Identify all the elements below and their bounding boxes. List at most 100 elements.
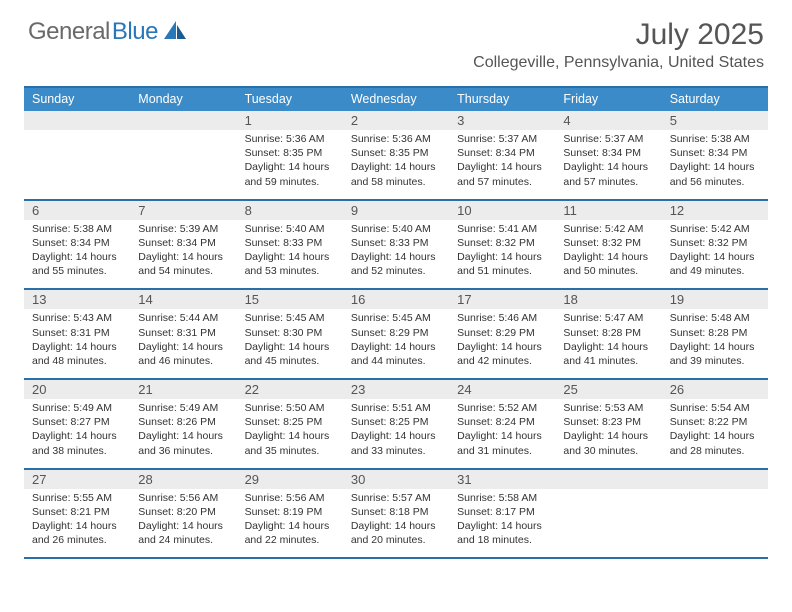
day-cell: Sunrise: 5:58 AMSunset: 8:17 PMDaylight:…: [449, 489, 555, 558]
daylight-text: Daylight: 14 hours and 52 minutes.: [351, 250, 443, 278]
dow-monday: Monday: [130, 88, 236, 111]
day-cell: Sunrise: 5:41 AMSunset: 8:32 PMDaylight:…: [449, 220, 555, 289]
day-cell: Sunrise: 5:54 AMSunset: 8:22 PMDaylight:…: [662, 399, 768, 468]
daylight-text: Daylight: 14 hours and 44 minutes.: [351, 340, 443, 368]
day-number: 24: [449, 380, 555, 399]
day-number: 17: [449, 290, 555, 309]
sunset-text: Sunset: 8:24 PM: [457, 415, 549, 429]
sunrise-text: Sunrise: 5:51 AM: [351, 401, 443, 415]
daylight-text: Daylight: 14 hours and 38 minutes.: [32, 429, 124, 457]
day-number: 23: [343, 380, 449, 399]
day-cell: Sunrise: 5:47 AMSunset: 8:28 PMDaylight:…: [555, 309, 661, 378]
day-number: 16: [343, 290, 449, 309]
sunset-text: Sunset: 8:29 PM: [457, 326, 549, 340]
sunrise-text: Sunrise: 5:53 AM: [563, 401, 655, 415]
day-cell: Sunrise: 5:52 AMSunset: 8:24 PMDaylight:…: [449, 399, 555, 468]
day-cell: [662, 489, 768, 558]
day-number: 2: [343, 111, 449, 130]
daylight-text: Daylight: 14 hours and 57 minutes.: [457, 160, 549, 188]
day-number: 5: [662, 111, 768, 130]
weeks-container: 12 345 Sunrise: 5:36 AMSunset: 8:35 PMDayl…: [24, 111, 768, 559]
daylight-text: Daylight: 14 hours and 18 minutes.: [457, 519, 549, 547]
daylight-text: Daylight: 14 hours and 20 minutes.: [351, 519, 443, 547]
daylight-text: Daylight: 14 hours and 49 minutes.: [670, 250, 762, 278]
day-number: 21: [130, 380, 236, 399]
sunset-text: Sunset: 8:34 PM: [138, 236, 230, 250]
sunset-text: Sunset: 8:29 PM: [351, 326, 443, 340]
sunrise-text: Sunrise: 5:39 AM: [138, 222, 230, 236]
sunset-text: Sunset: 8:35 PM: [245, 146, 337, 160]
day-number: 28: [130, 470, 236, 489]
day-of-week-row: Sunday Monday Tuesday Wednesday Thursday…: [24, 88, 768, 111]
day-cell: [555, 489, 661, 558]
daylight-text: Daylight: 14 hours and 41 minutes.: [563, 340, 655, 368]
day-cell: Sunrise: 5:42 AMSunset: 8:32 PMDaylight:…: [662, 220, 768, 289]
sunset-text: Sunset: 8:34 PM: [32, 236, 124, 250]
sunset-text: Sunset: 8:17 PM: [457, 505, 549, 519]
daylight-text: Daylight: 14 hours and 53 minutes.: [245, 250, 337, 278]
dow-saturday: Saturday: [662, 88, 768, 111]
sunrise-text: Sunrise: 5:40 AM: [351, 222, 443, 236]
sunset-text: Sunset: 8:32 PM: [563, 236, 655, 250]
sunrise-text: Sunrise: 5:52 AM: [457, 401, 549, 415]
daylight-text: Daylight: 14 hours and 28 minutes.: [670, 429, 762, 457]
day-number: [24, 111, 130, 130]
daylight-text: Daylight: 14 hours and 33 minutes.: [351, 429, 443, 457]
day-number: 13: [24, 290, 130, 309]
daylight-text: Daylight: 14 hours and 36 minutes.: [138, 429, 230, 457]
day-cell: Sunrise: 5:38 AMSunset: 8:34 PMDaylight:…: [24, 220, 130, 289]
day-number: [130, 111, 236, 130]
sunset-text: Sunset: 8:34 PM: [670, 146, 762, 160]
day-cell: Sunrise: 5:53 AMSunset: 8:23 PMDaylight:…: [555, 399, 661, 468]
daylight-text: Daylight: 14 hours and 26 minutes.: [32, 519, 124, 547]
sunrise-text: Sunrise: 5:42 AM: [670, 222, 762, 236]
sunrise-text: Sunrise: 5:55 AM: [32, 491, 124, 505]
day-number: 22: [237, 380, 343, 399]
title-block: July 2025 Collegeville, Pennsylvania, Un…: [473, 18, 764, 72]
sunrise-text: Sunrise: 5:49 AM: [32, 401, 124, 415]
sunrise-text: Sunrise: 5:49 AM: [138, 401, 230, 415]
day-cell: Sunrise: 5:49 AMSunset: 8:27 PMDaylight:…: [24, 399, 130, 468]
dow-friday: Friday: [555, 88, 661, 111]
day-number: 25: [555, 380, 661, 399]
day-cell: Sunrise: 5:40 AMSunset: 8:33 PMDaylight:…: [343, 220, 449, 289]
day-cell: Sunrise: 5:39 AMSunset: 8:34 PMDaylight:…: [130, 220, 236, 289]
logo-text-gray: General: [28, 18, 110, 46]
day-cell: Sunrise: 5:46 AMSunset: 8:29 PMDaylight:…: [449, 309, 555, 378]
sunset-text: Sunset: 8:28 PM: [670, 326, 762, 340]
day-cell: Sunrise: 5:44 AMSunset: 8:31 PMDaylight:…: [130, 309, 236, 378]
sunrise-text: Sunrise: 5:47 AM: [563, 311, 655, 325]
day-number: 20: [24, 380, 130, 399]
day-number: 3: [449, 111, 555, 130]
sunset-text: Sunset: 8:27 PM: [32, 415, 124, 429]
sunrise-text: Sunrise: 5:58 AM: [457, 491, 549, 505]
day-number: 4: [555, 111, 661, 130]
sunrise-text: Sunrise: 5:45 AM: [245, 311, 337, 325]
day-number: 9: [343, 201, 449, 220]
day-number: 10: [449, 201, 555, 220]
daylight-text: Daylight: 14 hours and 30 minutes.: [563, 429, 655, 457]
calendar: Sunday Monday Tuesday Wednesday Thursday…: [24, 86, 768, 559]
sunset-text: Sunset: 8:26 PM: [138, 415, 230, 429]
logo-text-blue: Blue: [112, 18, 158, 46]
daylight-text: Daylight: 14 hours and 31 minutes.: [457, 429, 549, 457]
day-number: 12: [662, 201, 768, 220]
sunrise-text: Sunrise: 5:43 AM: [32, 311, 124, 325]
day-cell: Sunrise: 5:36 AMSunset: 8:35 PMDaylight:…: [237, 130, 343, 199]
sunset-text: Sunset: 8:25 PM: [245, 415, 337, 429]
day-number: 7: [130, 201, 236, 220]
sunset-text: Sunset: 8:18 PM: [351, 505, 443, 519]
sunrise-text: Sunrise: 5:45 AM: [351, 311, 443, 325]
sunset-text: Sunset: 8:23 PM: [563, 415, 655, 429]
daylight-text: Daylight: 14 hours and 51 minutes.: [457, 250, 549, 278]
sunrise-text: Sunrise: 5:57 AM: [351, 491, 443, 505]
day-number: 19: [662, 290, 768, 309]
sunset-text: Sunset: 8:31 PM: [138, 326, 230, 340]
day-cell: Sunrise: 5:57 AMSunset: 8:18 PMDaylight:…: [343, 489, 449, 558]
sunset-text: Sunset: 8:25 PM: [351, 415, 443, 429]
day-number: 31: [449, 470, 555, 489]
sunrise-text: Sunrise: 5:40 AM: [245, 222, 337, 236]
sunset-text: Sunset: 8:33 PM: [245, 236, 337, 250]
daylight-text: Daylight: 14 hours and 22 minutes.: [245, 519, 337, 547]
day-cell: Sunrise: 5:42 AMSunset: 8:32 PMDaylight:…: [555, 220, 661, 289]
